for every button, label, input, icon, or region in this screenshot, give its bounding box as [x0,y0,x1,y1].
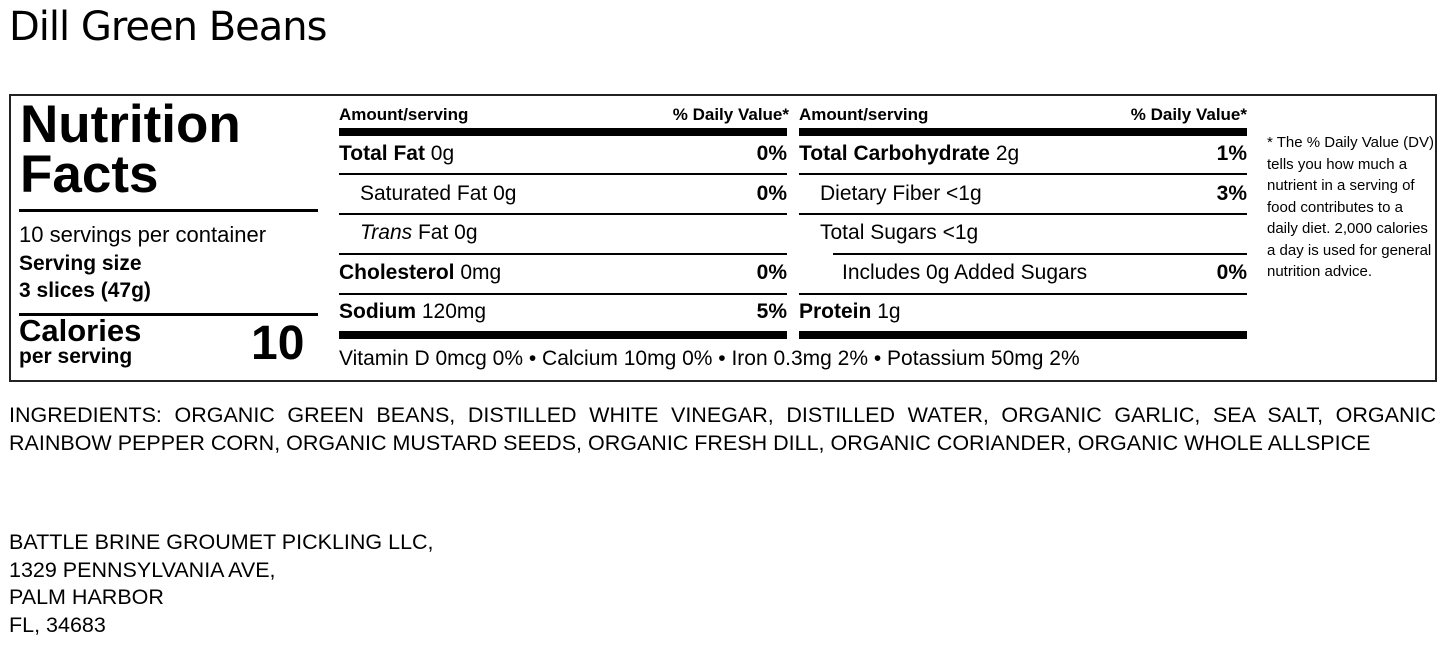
nutrient-dv: 0% [1216,261,1247,284]
nutrient-dv: 3% [1216,182,1247,205]
divider [339,213,787,215]
row-trans-fat: Trans Fat 0g [360,221,478,245]
nutrient-amount: 1g [877,300,901,323]
nutrient-amount: Fat 0g [417,221,478,244]
nutrient-dv: 0% [756,261,787,284]
nutrient-dv: 0% [756,182,787,205]
nutrient-amount: 0g [430,142,455,165]
nutrient-name: Protein [799,300,872,323]
servings-per-container: 10 servings per container [19,222,267,247]
nutrition-facts-label: Nutrition Facts 10 servings per containe… [9,94,1437,382]
row-total-fat: Total Fat 0g 0% [339,142,787,166]
nutrient-name: Trans [360,221,413,244]
nutrient-amount: 0g [493,182,517,205]
divider [339,173,787,175]
address-line: PALM HARBOR [9,585,164,609]
calories-label: Calories [19,313,142,348]
nutrient-dv: 0% [756,142,787,165]
divider [339,253,787,255]
thick-bar [799,128,1247,136]
nutrient-name: Includes 0g Added Sugars [842,261,1088,284]
address-line: BATTLE BRINE GROUMET PICKLING LLC, [9,530,434,554]
thick-bar [339,128,787,136]
nutrition-facts-heading: Nutrition Facts [20,95,241,204]
nutrient-name: Total Fat [339,142,425,165]
nutrient-dv: 1% [1216,142,1247,165]
product-title: Dill Green Beans [9,4,327,50]
thick-bar [339,331,787,339]
nutrient-name: Sodium [339,300,416,323]
divider [19,209,318,212]
vitamins-minerals: Vitamin D 0mcg 0% • Calcium 10mg 0% • Ir… [339,347,1080,370]
thick-bar [799,331,1247,339]
divider [799,293,1247,295]
nutrient-amount: 2g [995,142,1020,165]
calories-value: 10 [251,317,305,370]
ingredients: INGREDIENTS: ORGANIC GREEN BEANS, DISTIL… [9,403,1436,455]
row-total-carbohydrate: Total Carbohydrate 2g 1% [799,142,1247,166]
nutrient-name: Total Carbohydrate [799,142,990,165]
row-protein: Protein 1g [799,300,901,324]
daily-value-footnote: * The % Daily Value (DV) tells you how m… [1267,134,1435,280]
divider [19,313,318,316]
divider [799,213,1247,215]
nutrient-name: Total Sugars [820,221,937,244]
row-total-sugars: Total Sugars <1g [820,221,978,245]
manufacturer-address: BATTLE BRINE GROUMET PICKLING LLC, 1329 … [9,529,1436,639]
nutrient-amount: 0mg [460,261,502,284]
divider [833,253,1247,255]
dv-header: % Daily Value* [672,105,789,124]
nutrients-left: Amount/serving % Daily Value* Total Fat … [339,96,789,346]
dv-header: % Daily Value* [1130,105,1247,124]
divider [339,293,787,295]
row-sodium: Sodium 120mg 5% [339,300,787,324]
nutrient-dv: 5% [756,300,787,323]
serving-size-label: Serving size [19,252,142,275]
calories-sub: per serving [19,345,133,368]
row-cholesterol: Cholesterol 0mg 0% [339,261,787,285]
nutrient-name: Dietary Fiber [820,182,941,205]
serving-size-value: 3 slices (47g) [19,279,151,302]
nutrients-right: Amount/serving % Daily Value* Total Carb… [799,96,1249,346]
nutrient-amount: 120mg [421,300,487,323]
nutrient-amount: <1g [942,221,979,244]
address-line: 1329 PENNSYLVANIA AVE, [9,557,276,582]
row-saturated-fat: Saturated Fat 0g 0% [360,182,787,206]
row-dietary-fiber: Dietary Fiber <1g 3% [820,182,1247,206]
nutrient-name: Saturated Fat [360,182,488,205]
divider [799,173,1247,175]
nutrient-amount: <1g [946,182,982,205]
address-line: FL, 34683 [9,612,106,637]
amount-header: Amount/serving [799,105,929,124]
amount-header: Amount/serving [339,105,469,124]
row-added-sugars: Includes 0g Added Sugars 0% [842,261,1247,285]
nutrient-name: Cholesterol [339,261,455,284]
